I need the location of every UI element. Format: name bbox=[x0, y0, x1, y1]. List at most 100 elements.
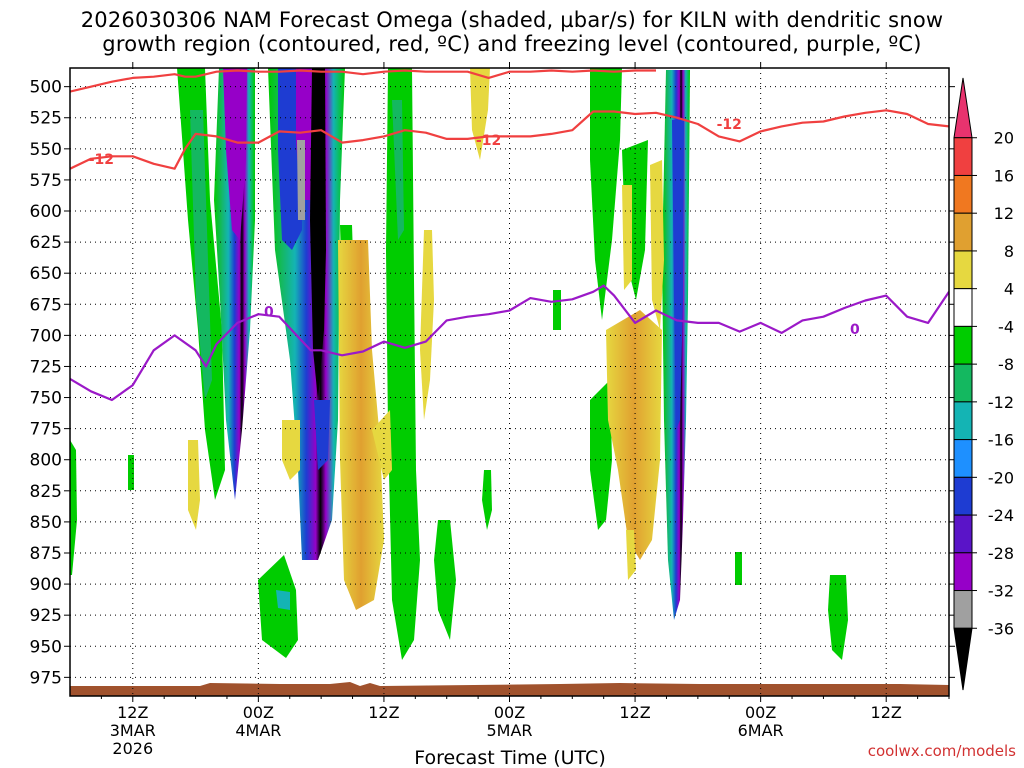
y-tick-label: 550 bbox=[30, 140, 62, 160]
omega-region bbox=[590, 68, 622, 320]
x-tick-label: 12Z bbox=[117, 703, 148, 722]
omega-shading bbox=[70, 68, 848, 660]
credit-text: coolwx.com/models bbox=[868, 742, 1016, 760]
colorbar-swatch bbox=[953, 212, 973, 252]
colorbar-label: -32 bbox=[988, 582, 1014, 601]
colorbar-swatch bbox=[953, 174, 973, 214]
y-tick-label: 700 bbox=[30, 326, 62, 346]
dgz-contour-label: -12 bbox=[89, 152, 114, 168]
omega-region bbox=[553, 290, 561, 330]
x-tick-label: 00Z bbox=[494, 703, 525, 722]
y-tick-label: 750 bbox=[30, 389, 62, 409]
colorbar-swatch bbox=[953, 363, 973, 403]
colorbar-label: -20 bbox=[988, 468, 1014, 487]
y-tick-label: 875 bbox=[30, 544, 62, 564]
y-tick-label: 925 bbox=[30, 606, 62, 626]
y-tick-label: 975 bbox=[30, 668, 62, 688]
colorbar-label: -4 bbox=[998, 317, 1014, 336]
terrain-strip bbox=[70, 686, 949, 696]
contour-lines bbox=[70, 69, 949, 402]
colorbar-swatch bbox=[953, 325, 973, 365]
colorbar-label: -8 bbox=[998, 355, 1014, 374]
omega-region bbox=[70, 440, 77, 575]
colorbar-cap-bottom bbox=[953, 627, 973, 691]
x-tick-label: 00Z bbox=[745, 703, 776, 722]
omega-region bbox=[314, 400, 330, 470]
omega-region bbox=[626, 530, 636, 580]
colorbar-label: 16 bbox=[994, 166, 1014, 185]
omega-region bbox=[392, 100, 404, 240]
omega-region bbox=[282, 420, 300, 480]
omega-region bbox=[223, 68, 247, 240]
omega-region bbox=[672, 120, 684, 430]
terrain-bumps bbox=[200, 682, 949, 686]
freezing-level-contour bbox=[70, 284, 949, 402]
contour-labels: 0 0 -12 -12 -12 bbox=[89, 117, 860, 338]
omega-region bbox=[434, 520, 456, 640]
y-tick-label: 600 bbox=[30, 202, 62, 222]
colorbar-label: -24 bbox=[988, 506, 1014, 525]
dgz-contour-label: -12 bbox=[717, 117, 742, 133]
omega-region bbox=[828, 575, 848, 660]
colorbar-label: -36 bbox=[988, 619, 1014, 638]
omega-region bbox=[190, 110, 212, 400]
dgz-contour bbox=[70, 109, 949, 170]
chart-title-line-1: 2026030306 NAM Forecast Omega (shaded, µ… bbox=[80, 8, 944, 32]
omega-region bbox=[188, 440, 200, 530]
colorbar-swatch bbox=[953, 137, 973, 176]
colorbar-label: 12 bbox=[994, 204, 1014, 223]
x-tick-label: 12Z bbox=[368, 703, 399, 722]
colorbar-label: -12 bbox=[988, 393, 1014, 412]
omega-region bbox=[650, 160, 664, 330]
x-tick-date: 6MAR bbox=[738, 721, 784, 740]
x-tick-label: 12Z bbox=[619, 703, 650, 722]
y-tick-label: 525 bbox=[30, 109, 62, 129]
x-tick-label: 12Z bbox=[871, 703, 902, 722]
chart-title-line-2: growth region (contoured, red, ºC) and f… bbox=[102, 32, 922, 56]
omega-region bbox=[482, 470, 492, 530]
colorbar-swatch bbox=[953, 476, 973, 516]
omega-region bbox=[622, 185, 632, 290]
omega-region bbox=[128, 455, 134, 490]
y-tick-label: 950 bbox=[30, 637, 62, 657]
y-tick-label: 775 bbox=[30, 420, 62, 440]
y-tick-label: 850 bbox=[30, 513, 62, 533]
y-tick-label: 500 bbox=[30, 78, 62, 98]
colorbar-swatch bbox=[953, 250, 973, 290]
omega-region bbox=[606, 310, 662, 560]
colorbar-label: -28 bbox=[988, 544, 1014, 563]
x-tick-date: 4MAR bbox=[235, 721, 281, 740]
colorbar-swatch bbox=[953, 288, 973, 327]
colorbar: 20 16 12 8 4 -4 -8 -12 -16 -20 -24 -28 -32 -36 bbox=[953, 77, 1014, 691]
x-tick-label: 00Z bbox=[243, 703, 274, 722]
y-axis: 500 525 550 575 600 625 650 675 700 725 750 775 800 8… bbox=[30, 78, 955, 688]
y-tick-label: 725 bbox=[30, 357, 62, 377]
dgz-contour bbox=[70, 69, 656, 93]
y-tick-label: 900 bbox=[30, 575, 62, 595]
x-tick-date: 5MAR bbox=[486, 721, 532, 740]
omega-region bbox=[276, 590, 290, 610]
freezing-level-label: 0 bbox=[850, 322, 860, 338]
omega-region bbox=[735, 552, 742, 585]
omega-region bbox=[590, 380, 612, 530]
dgz-contour-label: -12 bbox=[476, 133, 501, 149]
omega-region bbox=[338, 240, 384, 610]
y-tick-label: 675 bbox=[30, 295, 62, 315]
colorbar-swatch bbox=[953, 514, 973, 554]
freezing-level-label: 0 bbox=[264, 305, 274, 321]
omega-region bbox=[386, 68, 420, 660]
colorbar-swatch bbox=[953, 590, 973, 629]
y-tick-label: 650 bbox=[30, 264, 62, 284]
x-tick-date: 3MAR bbox=[110, 721, 156, 740]
y-tick-label: 800 bbox=[30, 451, 62, 471]
y-tick-label: 575 bbox=[30, 171, 62, 191]
x-tick-year: 2026 bbox=[112, 739, 153, 758]
colorbar-cap-top bbox=[953, 77, 973, 139]
omega-region bbox=[310, 68, 326, 400]
x-axis-label: Forecast Time (UTC) bbox=[414, 747, 605, 768]
omega-region bbox=[372, 410, 392, 480]
colorbar-label: 4 bbox=[1004, 280, 1014, 299]
colorbar-swatch bbox=[953, 401, 973, 441]
